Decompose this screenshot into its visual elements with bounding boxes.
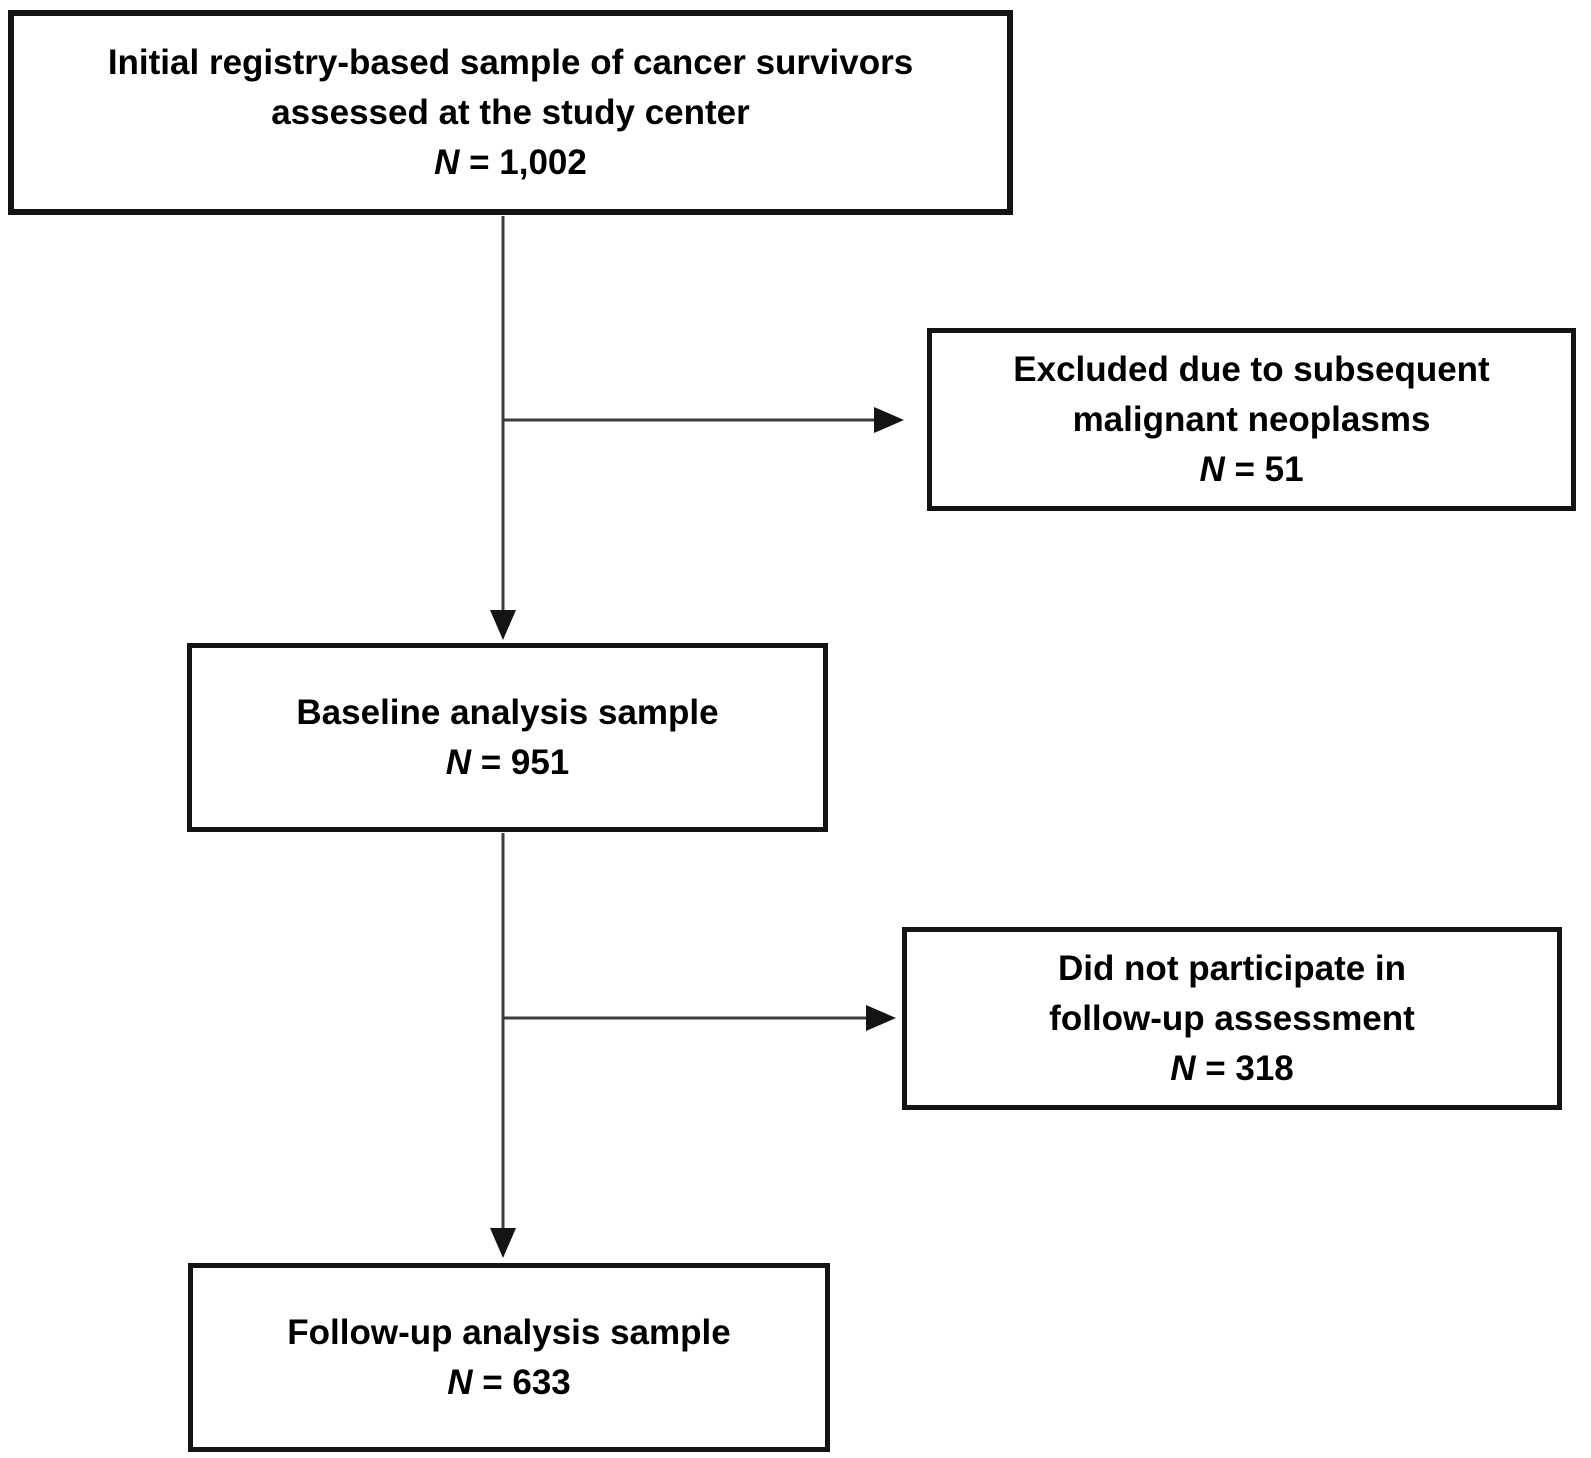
box-initial-sample-text-line2: assessed at the study center [271,92,750,132]
box-no-followup-text-line2: follow-up assessment [1049,998,1415,1038]
arrow-baseline-to-no-followup [503,1005,896,1031]
arrow-baseline-to-followup [490,833,516,1258]
box-initial-sample: Initial registry-based sample of cancer … [8,10,1013,215]
box-baseline-sample-text-line1: Baseline analysis sample [296,692,719,732]
box-excluded-text-line1: Excluded due to subsequent [1013,349,1490,389]
box-initial-sample-text-line1: Initial registry-based sample of cancer … [107,42,914,82]
box-baseline-sample: Baseline analysis sample N = 951 [187,643,828,832]
box-excluded-n: N = 51 [1199,449,1304,489]
arrow-initial-to-excluded [503,407,904,433]
box-excluded-text-line2: malignant neoplasms [1072,399,1431,439]
box-followup-sample-n: N = 633 [447,1362,571,1402]
box-no-followup: Did not participate in follow-up assessm… [902,927,1562,1110]
box-no-followup-text-line1: Did not participate in [1057,948,1407,988]
box-no-followup-n: N = 318 [1170,1048,1294,1088]
box-baseline-sample-n: N = 951 [445,742,570,782]
box-followup-sample-text-line1: Follow-up analysis sample [287,1312,731,1352]
box-initial-sample-n: N = 1,002 [434,142,587,182]
arrow-initial-to-baseline [490,216,516,640]
box-followup-sample: Follow-up analysis sample N = 633 [188,1263,830,1452]
box-excluded: Excluded due to subsequent malignant neo… [927,328,1576,511]
